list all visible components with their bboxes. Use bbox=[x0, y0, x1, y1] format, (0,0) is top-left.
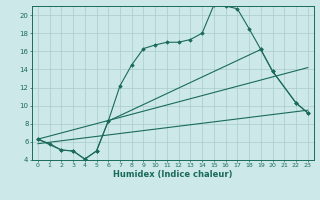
X-axis label: Humidex (Indice chaleur): Humidex (Indice chaleur) bbox=[113, 170, 233, 179]
